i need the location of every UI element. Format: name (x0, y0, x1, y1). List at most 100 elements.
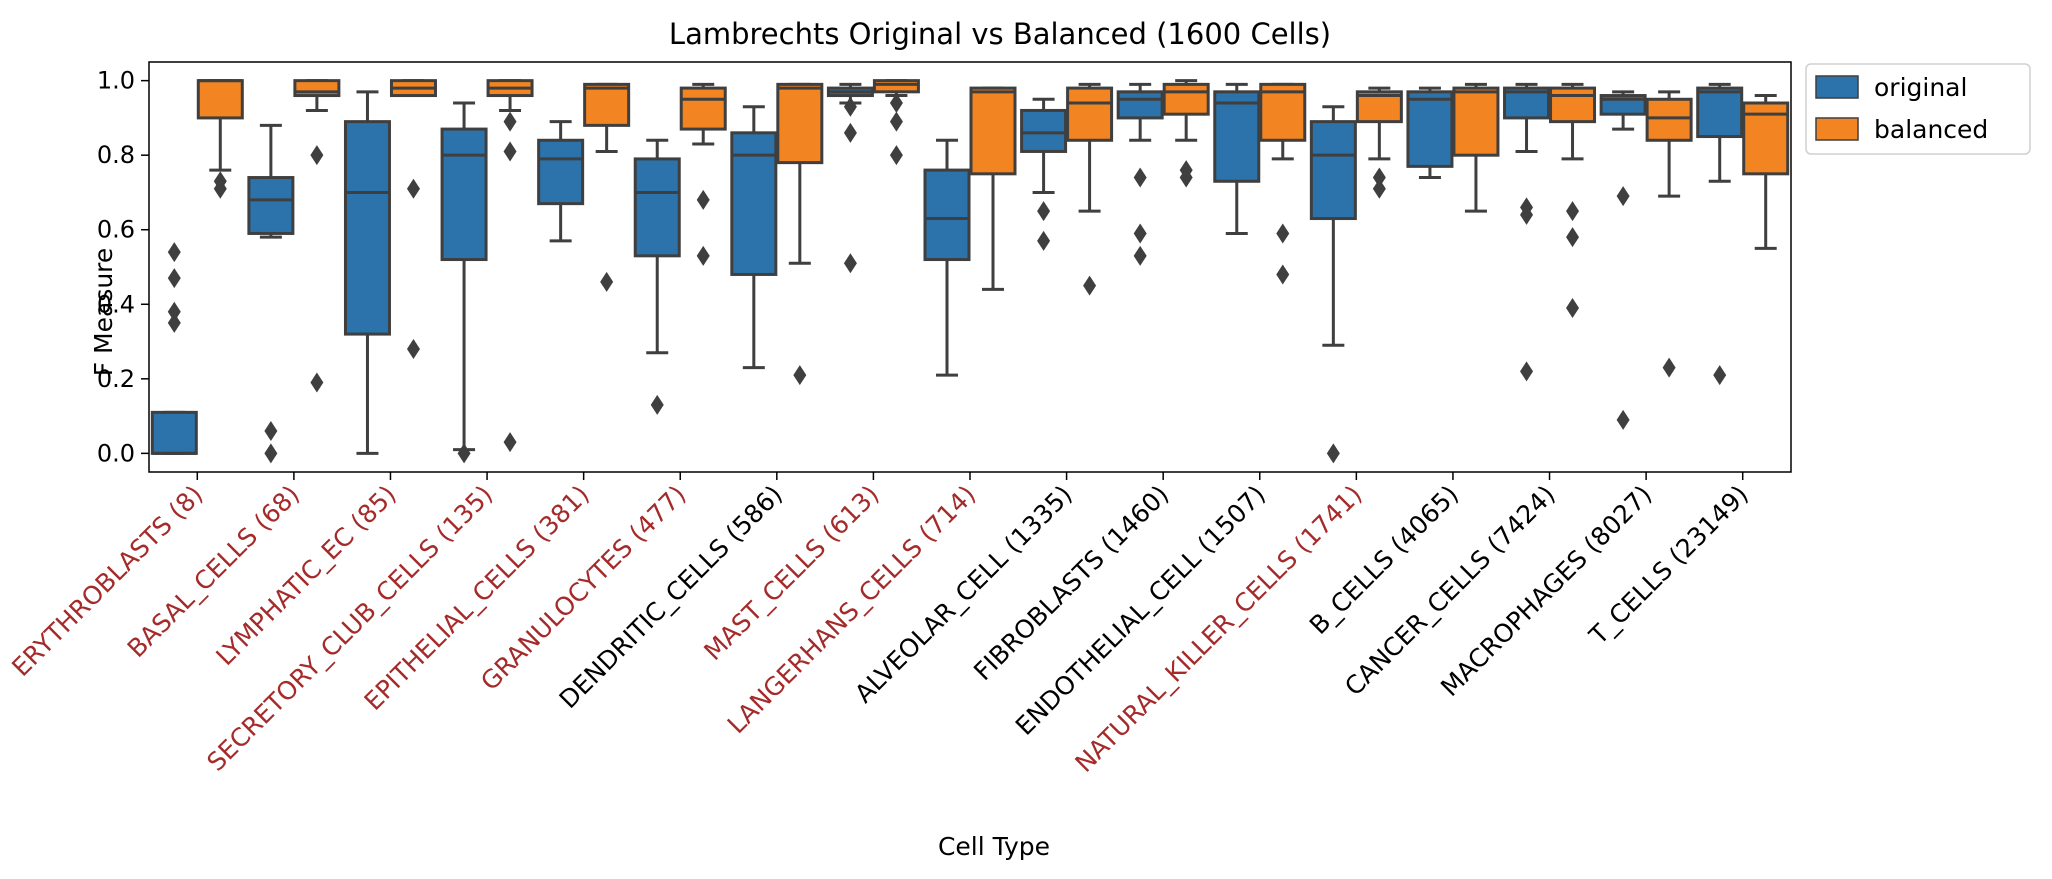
outlier-point (1616, 186, 1630, 207)
outlier-point (1276, 264, 1290, 285)
outlier-point (1276, 223, 1290, 244)
outlier-point (167, 268, 181, 289)
outlier-point (843, 96, 857, 117)
outlier-point (406, 178, 420, 199)
original-box-group (826, 82, 874, 274)
legend: original balanced (1805, 63, 2031, 155)
outlier-point (889, 93, 903, 113)
outlier-point (1037, 230, 1051, 251)
original-box-group (343, 90, 391, 455)
balanced-box-group (969, 86, 1017, 291)
iqr-box (1452, 86, 1500, 157)
chart-title: Lambrechts Original vs Balanced (1600 Ce… (669, 17, 1331, 51)
outlier-point (1133, 223, 1147, 244)
balanced-box-group (1259, 82, 1307, 285)
outlier-point (696, 245, 710, 266)
outlier-point (1372, 167, 1386, 188)
outlier-point (1133, 245, 1147, 266)
outlier-point (650, 394, 664, 415)
y-tick-label: 0.2 (97, 365, 135, 393)
y-tick-label: 1.0 (97, 67, 135, 95)
outlier-point (1083, 275, 1097, 296)
balanced-box-group (872, 79, 920, 166)
iqr-box (1549, 86, 1597, 124)
iqr-box (583, 82, 631, 127)
balanced-box-group (1162, 79, 1210, 188)
iqr-box (872, 79, 920, 94)
outlier-point (843, 122, 857, 143)
iqr-box (1309, 120, 1357, 221)
outlier-point (1520, 204, 1534, 225)
outlier-point (1179, 167, 1193, 188)
iqr-box (1020, 108, 1068, 153)
outlier-point (264, 421, 278, 441)
outlier-point (167, 242, 181, 263)
x-axis-label: Cell Type (938, 832, 1050, 861)
outlier-point (310, 372, 324, 393)
outlier-point (213, 178, 227, 199)
original-box-group (1116, 82, 1164, 266)
balanced-box-group (1452, 82, 1500, 213)
original-box-group (1309, 105, 1357, 464)
original-box-group (1406, 86, 1454, 180)
original-box-group (247, 123, 295, 464)
outlier-point (1566, 298, 1580, 318)
original-box-group (633, 138, 681, 415)
original-box-group (537, 120, 585, 243)
original-box-group (730, 105, 778, 370)
original-legend-swatch (1815, 75, 1859, 99)
outlier-point (310, 145, 324, 166)
outlier-point (1566, 201, 1580, 222)
balanced-legend-swatch (1815, 117, 1859, 141)
original-box-group (1503, 82, 1551, 382)
outlier-point (457, 443, 471, 464)
outlier-point (600, 271, 614, 292)
outlier-point (1372, 178, 1386, 199)
balanced-box-group (1549, 82, 1597, 318)
outlier-point (503, 111, 517, 132)
outlier-point (1520, 361, 1534, 382)
iqr-box (1696, 86, 1744, 139)
outlier-point (1616, 409, 1630, 430)
y-tick-label: 0.6 (97, 216, 135, 244)
outlier-point (1566, 227, 1580, 248)
iqr-box (1645, 97, 1693, 142)
outlier-point (264, 443, 278, 464)
original-box-group (150, 242, 198, 455)
balanced-box-group (583, 82, 631, 292)
original-box-group (1696, 82, 1744, 386)
iqr-box (1406, 90, 1454, 168)
balanced-box-group (1645, 90, 1693, 378)
outlier-point (793, 365, 807, 386)
balanced-box-group (293, 79, 341, 393)
outlier-point (406, 339, 420, 359)
iqr-box (150, 410, 198, 455)
y-axis-label: F Measure (89, 248, 118, 377)
outlier-point (1326, 443, 1340, 464)
balanced-box-group (776, 82, 824, 386)
iqr-box (1259, 82, 1307, 142)
iqr-box (247, 176, 295, 235)
iqr-box (440, 127, 488, 262)
iqr-box (633, 157, 681, 258)
outlier-point (1713, 365, 1727, 386)
outlier-point (167, 312, 181, 333)
balanced-box-group (1066, 82, 1114, 296)
y-tick-label: 0.4 (97, 290, 135, 318)
outlier-point (889, 111, 903, 132)
balanced-box-group (196, 79, 244, 199)
iqr-box (537, 138, 585, 206)
balanced-box-group (679, 82, 727, 266)
original-box-group (923, 138, 971, 377)
iqr-box (1116, 90, 1164, 120)
outlier-point (167, 301, 181, 322)
original-box-group (1599, 90, 1647, 430)
outlier-point (1037, 201, 1051, 222)
iqr-box (679, 86, 727, 131)
y-tick-label: 0.8 (97, 141, 135, 169)
outlier-point (843, 253, 857, 274)
outlier-point (503, 141, 517, 162)
balanced-box-group (1355, 86, 1403, 199)
iqr-box (1213, 90, 1261, 183)
